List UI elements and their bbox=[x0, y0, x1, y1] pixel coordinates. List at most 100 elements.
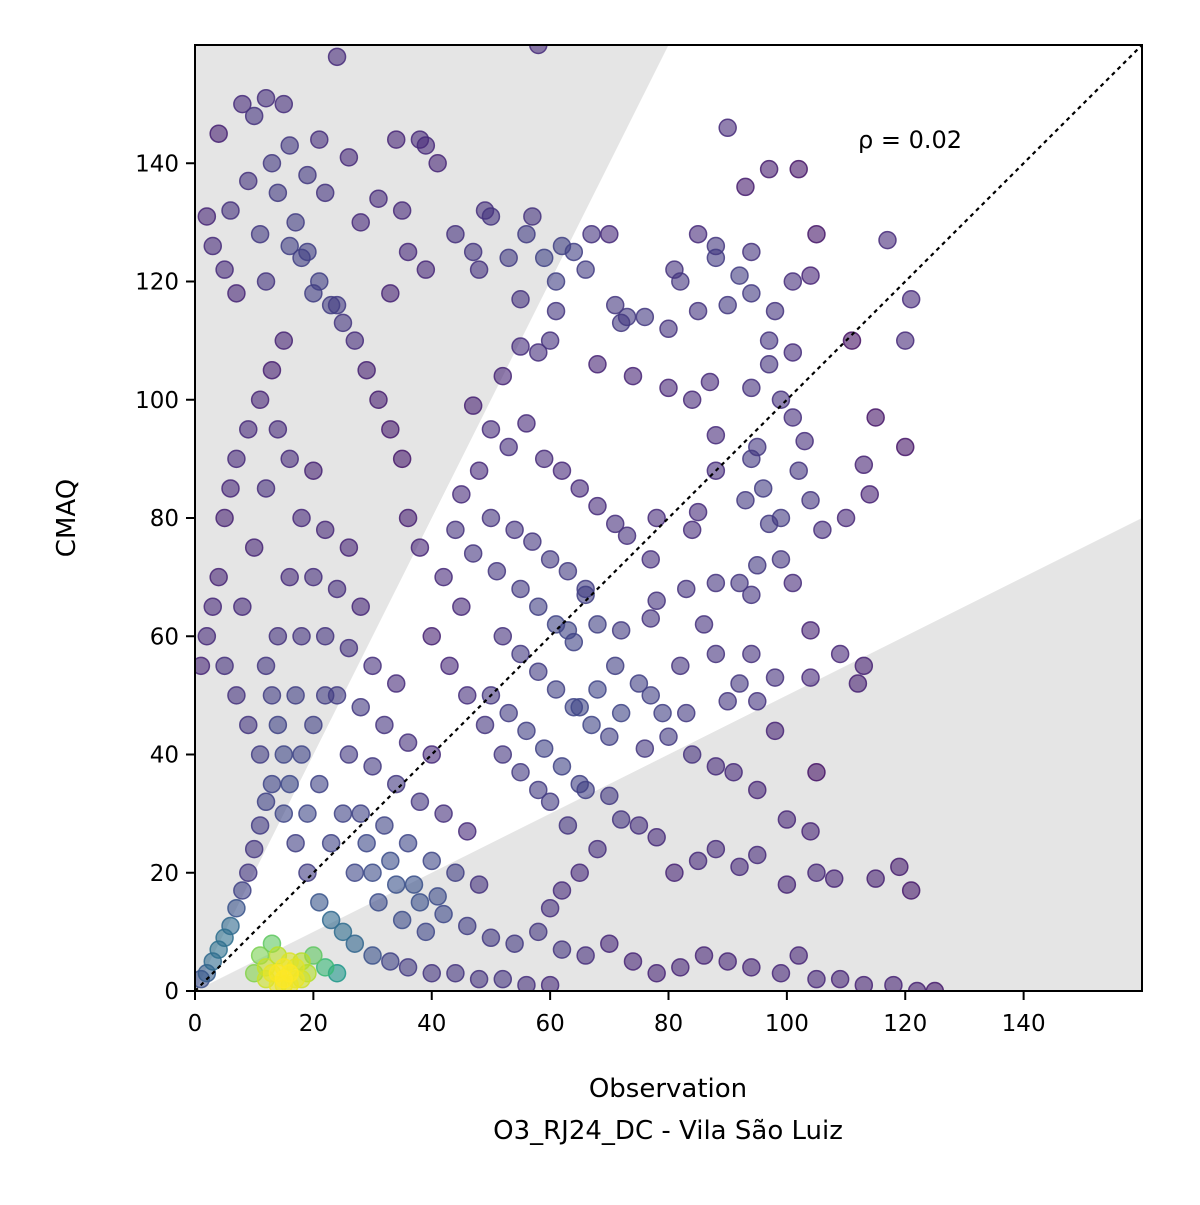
data-point bbox=[363, 946, 382, 965]
data-point bbox=[493, 745, 513, 764]
data-point bbox=[677, 703, 696, 723]
data-point bbox=[398, 242, 418, 262]
data-point bbox=[481, 420, 501, 439]
data-point bbox=[392, 910, 412, 930]
data-point bbox=[239, 420, 258, 439]
data-point bbox=[742, 585, 761, 605]
data-point bbox=[641, 609, 660, 628]
data-point bbox=[493, 969, 513, 989]
data-point bbox=[280, 774, 299, 794]
data-point bbox=[304, 461, 323, 480]
data-point bbox=[381, 851, 400, 871]
data-point bbox=[688, 851, 708, 871]
data-point bbox=[416, 922, 436, 942]
data-point bbox=[706, 573, 726, 593]
data-point bbox=[718, 692, 737, 711]
data-point bbox=[570, 774, 589, 794]
data-point bbox=[647, 964, 666, 983]
data-point bbox=[292, 248, 311, 268]
data-point bbox=[588, 496, 607, 516]
data-point bbox=[748, 845, 767, 865]
data-point bbox=[274, 94, 294, 114]
data-point bbox=[469, 461, 489, 480]
data-point bbox=[617, 307, 637, 327]
data-point bbox=[700, 372, 720, 392]
y-tick-label: 40 bbox=[150, 743, 179, 769]
data-point bbox=[463, 242, 483, 262]
data-point bbox=[458, 686, 477, 705]
y-tick-label: 20 bbox=[150, 861, 179, 887]
data-point bbox=[446, 520, 465, 540]
data-point bbox=[262, 774, 282, 794]
data-point bbox=[357, 360, 376, 380]
data-point bbox=[239, 171, 258, 191]
data-point bbox=[292, 627, 311, 646]
data-point bbox=[682, 520, 702, 540]
data-point bbox=[197, 627, 217, 646]
data-point bbox=[706, 644, 726, 664]
data-point bbox=[517, 414, 536, 433]
data-point bbox=[582, 224, 601, 244]
data-point bbox=[452, 485, 471, 504]
data-point bbox=[416, 136, 436, 155]
data-point bbox=[552, 757, 572, 776]
data-point bbox=[753, 479, 773, 498]
data-point bbox=[688, 301, 708, 321]
data-point bbox=[256, 792, 276, 812]
data-point bbox=[552, 881, 572, 900]
y-tick-label: 60 bbox=[150, 624, 179, 650]
data-point bbox=[274, 969, 294, 989]
data-point bbox=[233, 881, 252, 900]
data-point bbox=[848, 674, 868, 693]
data-point bbox=[463, 544, 483, 563]
data-point bbox=[671, 958, 690, 977]
data-point bbox=[404, 875, 424, 894]
data-point bbox=[227, 686, 246, 705]
data-point bbox=[458, 822, 477, 841]
data-point bbox=[422, 627, 441, 646]
data-point bbox=[310, 272, 329, 291]
data-point bbox=[215, 656, 234, 676]
data-point bbox=[529, 922, 548, 942]
data-point bbox=[398, 733, 418, 752]
data-point bbox=[280, 136, 299, 155]
data-point bbox=[321, 833, 341, 853]
data-point bbox=[742, 449, 761, 469]
data-point bbox=[458, 916, 477, 936]
data-point bbox=[256, 479, 276, 498]
data-point bbox=[398, 833, 418, 853]
data-point bbox=[292, 745, 311, 764]
data-point bbox=[706, 757, 726, 776]
data-point bbox=[600, 786, 619, 806]
data-point bbox=[718, 295, 737, 315]
data-point bbox=[327, 47, 347, 67]
data-point bbox=[215, 260, 234, 279]
x-tick-label: 40 bbox=[417, 1011, 446, 1037]
data-point bbox=[256, 272, 276, 291]
data-point bbox=[576, 585, 595, 605]
data-point bbox=[392, 201, 412, 220]
data-point bbox=[765, 668, 785, 687]
data-point bbox=[493, 366, 513, 386]
data-point bbox=[677, 579, 696, 599]
data-point bbox=[304, 567, 323, 587]
data-point bbox=[783, 343, 803, 362]
data-point bbox=[854, 656, 874, 676]
data-point bbox=[706, 248, 726, 268]
y-tick-label: 80 bbox=[150, 506, 179, 532]
data-point bbox=[310, 774, 329, 794]
data-point bbox=[339, 745, 359, 764]
data-point bbox=[469, 875, 489, 894]
data-point bbox=[546, 680, 566, 699]
y-axis-ticks: 0 20 40 60 80 100 120 140 bbox=[135, 151, 195, 1005]
data-point bbox=[233, 597, 252, 616]
y-tick-label: 100 bbox=[135, 388, 179, 414]
data-point bbox=[659, 378, 678, 398]
data-point bbox=[517, 224, 536, 244]
data-point bbox=[422, 745, 441, 764]
data-point bbox=[582, 715, 601, 735]
data-point bbox=[345, 863, 365, 882]
data-point bbox=[197, 207, 217, 226]
data-point bbox=[386, 130, 406, 149]
